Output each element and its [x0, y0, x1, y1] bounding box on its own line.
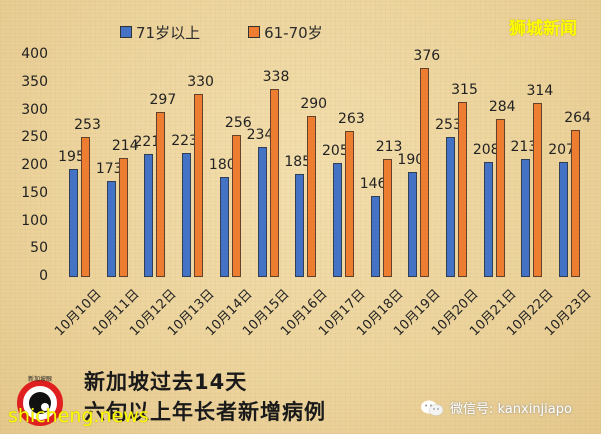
site-watermark: shicheng.news	[8, 405, 149, 427]
y-tick-label: 50	[30, 240, 48, 257]
y-tick-label: 300	[21, 101, 48, 118]
bar-61-70	[382, 158, 392, 277]
data-label: 213	[375, 138, 403, 155]
data-label: 297	[149, 92, 177, 109]
y-tick-label: 100	[21, 212, 48, 229]
bar-71-plus	[257, 147, 267, 277]
data-label: 214	[111, 138, 139, 155]
y-tick-label: 0	[39, 268, 48, 284]
bar-61-70	[269, 89, 279, 277]
data-label: 146	[359, 175, 387, 192]
data-label: 223	[171, 133, 198, 150]
chart-title-line2: 六旬以上年长者新增病例	[84, 400, 326, 424]
bar-61-70	[118, 158, 128, 277]
bar-71-plus	[182, 153, 192, 277]
bar-61-70	[420, 68, 430, 277]
shicheng-logo-icon: 新加坡眼	[17, 375, 63, 426]
data-label: 208	[472, 141, 500, 158]
data-label: 195	[58, 148, 85, 165]
legend-label: 61-70岁	[264, 23, 323, 42]
bar-71-plus	[408, 171, 418, 277]
legend-item-71-plus: 71岁以上	[120, 22, 200, 43]
bar-61-70	[194, 93, 204, 277]
bar-61-70	[571, 130, 581, 277]
y-tick-label: 150	[21, 184, 48, 201]
bar-71-plus	[106, 180, 116, 277]
wechat-id: 微信号: kanxinjiapo	[450, 402, 572, 417]
data-label: 213	[510, 138, 538, 155]
data-label: 253	[435, 116, 462, 133]
data-label: 234	[246, 127, 274, 144]
y-tick-label: 200	[21, 157, 48, 173]
data-label: 315	[451, 82, 478, 99]
data-label: 256	[224, 114, 252, 131]
bar-71-plus	[483, 161, 493, 277]
y-tick-label: 250	[21, 129, 48, 146]
wechat-watermark: 微信号: kanxinjiapo	[420, 398, 572, 417]
bar-61-70	[81, 136, 90, 277]
data-label: 221	[133, 134, 161, 151]
data-label: 264	[564, 110, 591, 127]
svg-text:新加坡眼: 新加坡眼	[28, 375, 52, 383]
data-label: 338	[262, 69, 290, 86]
data-label: 173	[95, 160, 123, 177]
data-label: 330	[187, 73, 214, 90]
data-label: 290	[300, 96, 328, 113]
data-label: 263	[338, 111, 365, 128]
data-label: 185	[284, 154, 312, 171]
bar-61-70	[156, 112, 166, 277]
chart-legend: 71岁以上 61-70岁	[120, 22, 371, 42]
bar-71-plus	[332, 163, 342, 277]
y-tick-label: 400	[21, 46, 48, 62]
bar-61-70	[344, 131, 354, 277]
data-label: 190	[397, 151, 425, 168]
legend-swatch-blue	[120, 26, 132, 38]
legend-swatch-orange	[248, 26, 261, 38]
bar-61-70	[533, 102, 543, 277]
bar-71-plus	[219, 177, 229, 277]
data-label: 207	[548, 142, 575, 159]
bar-71-plus	[559, 162, 569, 277]
brand-watermark: 狮城新闻	[509, 19, 577, 39]
bar-61-70	[231, 134, 241, 277]
bar-71-plus	[295, 174, 305, 277]
bar-61-70	[495, 119, 505, 277]
data-label: 284	[488, 99, 516, 116]
y-tick-label: 350	[21, 73, 48, 90]
data-label: 205	[322, 143, 349, 160]
data-label: 180	[208, 157, 236, 174]
bar-71-plus	[144, 154, 154, 277]
wechat-icon	[421, 400, 444, 416]
data-label: 376	[413, 48, 441, 65]
legend-item-61-70: 61-70岁	[248, 22, 323, 43]
data-label: 253	[74, 116, 101, 133]
bar-71-plus	[370, 195, 380, 277]
data-label: 314	[526, 82, 554, 99]
chart-title-line1: 新加坡过去14天	[84, 370, 248, 394]
legend-label: 71岁以上	[136, 23, 201, 42]
bar-61-70	[307, 116, 317, 277]
bar-71-plus	[521, 158, 531, 277]
bar-71-plus	[69, 168, 78, 277]
bar-61-70	[458, 102, 467, 277]
bar-71-plus	[446, 136, 455, 277]
